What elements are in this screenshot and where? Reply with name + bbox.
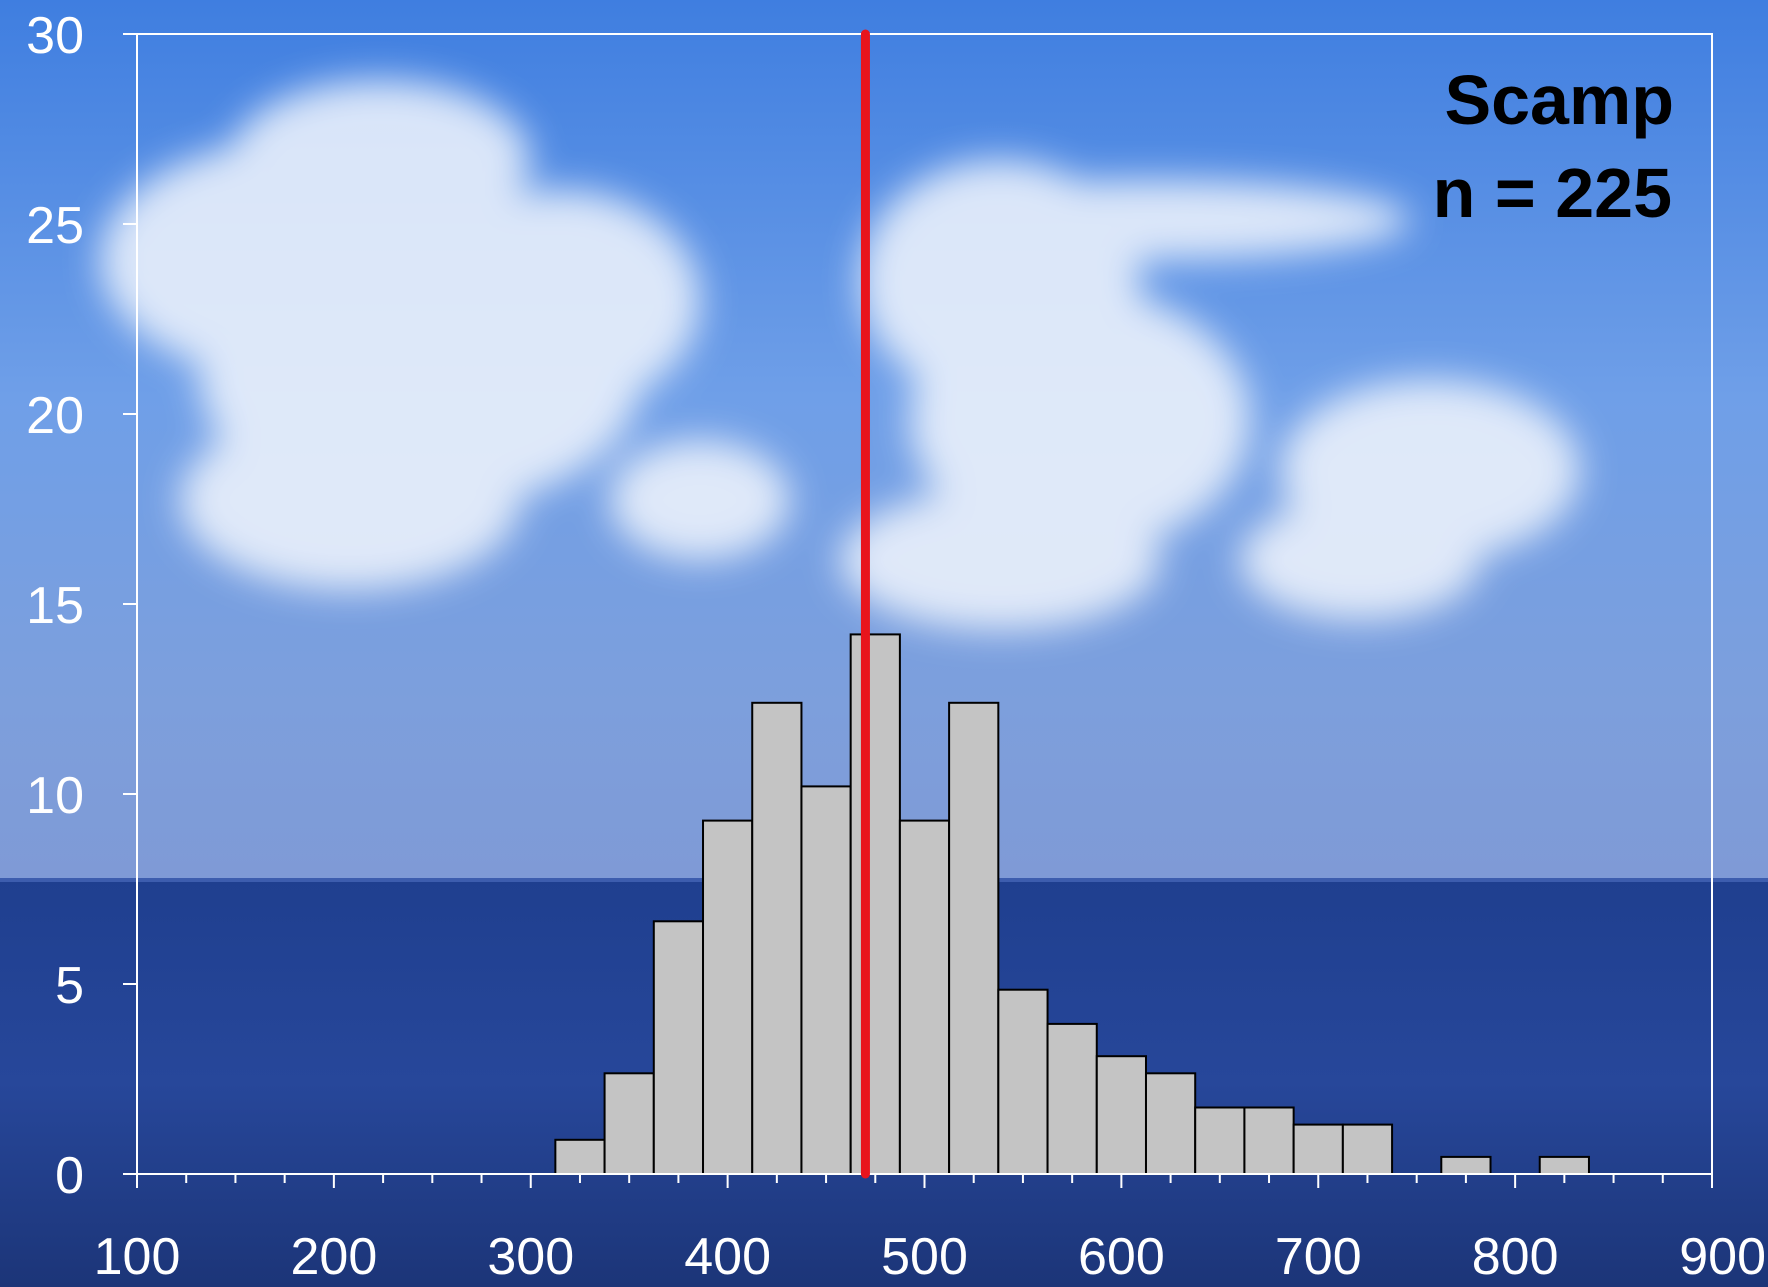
x-tick-label: 500 [881,1228,968,1286]
histogram-bar [603,1072,655,1176]
histogram-bar [1194,1106,1246,1175]
histogram-bar [1095,1055,1147,1175]
x-ticks: 100 200 300 400 500 600 700 800 900 [94,1228,1766,1286]
x-tick-label: 400 [684,1228,771,1286]
histogram-bar [751,701,803,1175]
histogram-bar [702,819,754,1175]
histogram-bar [554,1138,606,1176]
y-tick-label: 5 [55,957,84,1015]
y-ticks: 0 5 10 15 20 25 30 [26,7,137,1205]
histogram-bar [997,988,1049,1176]
species-annotation: Scamp [1444,61,1674,139]
x-tick-label: 800 [1472,1228,1559,1286]
y-tick-label: 30 [26,7,84,65]
histogram-bar [948,701,1000,1175]
x-tick-label: 100 [94,1228,181,1286]
x-tick-label: 300 [487,1228,574,1286]
bars-group [554,633,1590,1176]
histogram-bar [1046,1022,1098,1176]
histogram-bar [1341,1123,1394,1175]
histogram-bar [1144,1072,1197,1176]
sample-size-annotation: n = 225 [1433,154,1672,232]
y-tick-label: 15 [26,577,84,635]
histogram-bar [1440,1155,1492,1176]
y-tick-label: 10 [26,767,84,825]
x-tick-label: 200 [290,1228,377,1286]
x-tick-label: 900 [1679,1228,1766,1286]
histogram-bar [652,920,705,1175]
y-tick-label: 20 [26,387,84,445]
histogram-bar [1538,1155,1590,1176]
histogram-bar [849,633,901,1175]
y-tick-label: 0 [55,1147,84,1205]
y-tick-label: 25 [26,197,84,255]
histogram-bar [1243,1106,1295,1175]
histogram-bar [898,819,951,1175]
clouds [100,80,1580,630]
x-minor-ticks [136,1174,1713,1188]
histogram-bar [1292,1123,1344,1175]
histogram-bar [800,785,852,1176]
x-tick-label: 700 [1275,1228,1362,1286]
x-tick-label: 600 [1078,1228,1165,1286]
